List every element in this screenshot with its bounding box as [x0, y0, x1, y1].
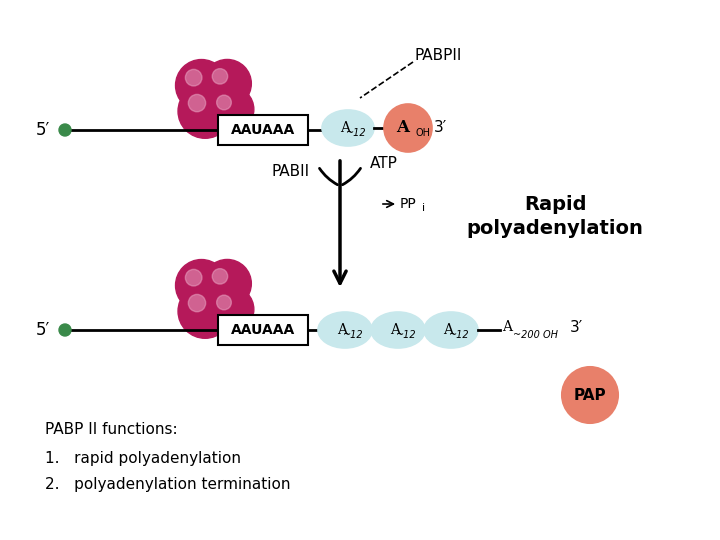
Circle shape	[189, 294, 206, 312]
Text: PABPII: PABPII	[415, 48, 462, 63]
Text: PAP: PAP	[574, 388, 606, 402]
Circle shape	[185, 69, 202, 86]
Text: 5′: 5′	[36, 321, 50, 339]
Circle shape	[212, 268, 228, 284]
Text: ~12: ~12	[343, 330, 364, 340]
Text: 1.   rapid polyadenylation: 1. rapid polyadenylation	[45, 450, 241, 465]
Text: ATP: ATP	[370, 157, 398, 172]
Text: 2.   polyadenylation termination: 2. polyadenylation termination	[45, 476, 290, 491]
Text: PP: PP	[400, 197, 417, 211]
Circle shape	[59, 124, 71, 136]
Circle shape	[178, 84, 233, 138]
Circle shape	[59, 324, 71, 336]
FancyBboxPatch shape	[218, 315, 308, 345]
Circle shape	[208, 286, 254, 332]
Text: ~12: ~12	[449, 330, 469, 340]
FancyBboxPatch shape	[218, 115, 308, 145]
Circle shape	[384, 104, 432, 152]
Ellipse shape	[318, 312, 372, 348]
Circle shape	[217, 95, 231, 110]
Circle shape	[212, 69, 228, 84]
Circle shape	[203, 59, 251, 108]
Circle shape	[176, 260, 228, 312]
Text: OH: OH	[415, 128, 430, 138]
Ellipse shape	[424, 312, 478, 348]
Circle shape	[208, 86, 254, 132]
Circle shape	[562, 367, 618, 423]
Text: AAUAAA: AAUAAA	[231, 323, 295, 337]
Circle shape	[176, 59, 228, 111]
Text: A: A	[340, 121, 350, 135]
Ellipse shape	[322, 110, 374, 146]
Text: i: i	[422, 203, 425, 213]
Text: ~12: ~12	[346, 128, 366, 138]
Text: polyadenylation: polyadenylation	[467, 219, 644, 238]
Circle shape	[203, 259, 251, 308]
Text: A: A	[502, 320, 512, 334]
Circle shape	[178, 284, 233, 338]
Text: Rapid: Rapid	[523, 195, 586, 214]
Text: A: A	[397, 119, 410, 137]
Text: A: A	[390, 323, 400, 337]
Text: 3′: 3′	[570, 320, 583, 334]
Text: ~12: ~12	[396, 330, 416, 340]
Text: PABII: PABII	[272, 164, 310, 179]
Circle shape	[217, 295, 231, 310]
Text: A: A	[337, 323, 347, 337]
Text: A: A	[443, 323, 453, 337]
Text: 5′: 5′	[36, 121, 50, 139]
Text: PABP II functions:: PABP II functions:	[45, 422, 178, 437]
Text: 3′: 3′	[434, 119, 447, 134]
Circle shape	[189, 94, 206, 112]
Circle shape	[185, 269, 202, 286]
Text: ~200 OH: ~200 OH	[513, 330, 558, 340]
Ellipse shape	[371, 312, 425, 348]
Text: AAUAAA: AAUAAA	[231, 123, 295, 137]
